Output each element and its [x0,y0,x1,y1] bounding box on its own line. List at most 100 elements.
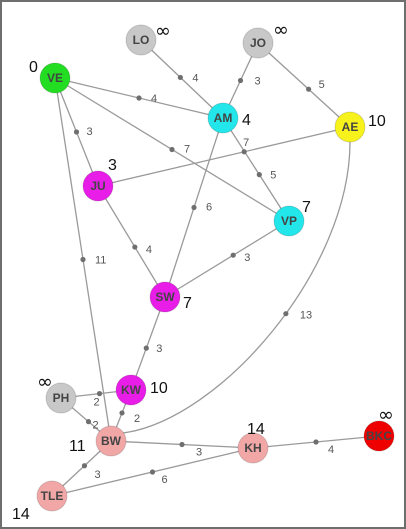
edge-line [122,141,351,434]
node-vp: VP 7 [273,199,311,237]
node-circle [207,102,239,134]
edge-weight-label: 2 [94,397,100,409]
node-circle [36,480,68,512]
node-circle [125,24,157,56]
node-distance-label: ∞ [273,19,289,41]
edge-weight-label: 6 [206,202,212,214]
node-ae: AE 10 [334,111,386,143]
node-kw: KW 10 [115,374,168,406]
edge-lo-am: 4 [140,39,224,119]
edge-weight-label: 4 [151,93,157,105]
edge-midpoint-dot [230,252,236,258]
edge-ve-am: 4 [54,77,224,119]
edge-ju-ae: 7 [97,126,351,187]
edge-midpoint-dot [85,419,92,425]
edge-ve-bw: 11 [54,77,112,442]
node-distance-label: 10 [150,380,168,397]
edge-midpoint-dot [237,77,244,84]
node-kh: KH 14 [237,421,269,464]
edge-weight-label: 5 [319,79,325,91]
edge-midpoint-dot [241,149,247,155]
edge-ve-vp: 7 [54,77,290,222]
edge-line [257,42,351,128]
node-distance-label: 14 [12,506,30,523]
node-label: PH [53,391,70,405]
edge-weight-label: 5 [270,170,276,182]
edge-midpoint-dot [143,345,149,351]
node-distance-label: 3 [108,157,117,174]
edge-midpoint-dot [73,129,80,135]
edge-midpoint-dot [179,441,185,448]
node-bkc: BKC ∞ [363,404,395,452]
node-distance-label: 14 [247,421,265,438]
node-circle [82,170,114,202]
edge-ae-bw: 13 [122,141,351,434]
node-label: BKC [366,429,392,443]
edge-line [97,185,166,298]
edge-am-sw: 6 [164,117,224,298]
node-distance-label: 11 [69,438,86,455]
edge-weight-label: 3 [87,126,93,138]
edge-midpoint-dot [169,146,175,153]
edge-weight-label: 4 [146,244,152,256]
edge-am-vp: 5 [222,117,290,222]
edge-weight-label: 6 [162,474,168,486]
edge-tle-kh: 6 [51,447,254,497]
edge-weight-label: 3 [255,76,261,88]
node-distance-label: 4 [242,112,251,129]
node-label: BW [101,434,122,448]
edge-weight-label: 3 [156,343,162,355]
edge-midpoint-dot [283,311,289,317]
edge-midpoint-dot [136,95,142,101]
node-label: VE [47,71,63,85]
edge-midpoint-dot [96,391,103,397]
edge-ve-ju: 3 [54,77,99,187]
node-circle [363,420,395,452]
node-ph: PH∞ [37,371,77,414]
node-circle [273,205,305,237]
node-label: KH [244,441,261,455]
node-ve: VE 0 [29,59,71,94]
node-circle [149,281,181,313]
edge-weight-label: 3 [196,447,202,459]
node-bw: BW 11 [69,425,127,457]
node-sw: SW 7 [149,281,192,313]
node-label: AE [342,120,359,134]
edge-midpoint-dot [306,86,312,92]
node-distance-label: ∞ [155,20,171,42]
edge-ju-sw: 4 [97,185,166,298]
edge-weight-label: 4 [328,444,334,456]
edge-midpoint-dot [81,463,88,469]
node-label: JO [250,36,266,50]
node-label: SW [155,290,175,304]
node-ju: JU3 [82,157,117,202]
edge-midpoint-dot [80,256,86,263]
edge-line [222,117,290,222]
node-distance-label: ∞ [37,371,53,393]
node-label: AM [214,111,233,125]
edge-line [164,220,290,298]
edge-line [130,296,166,391]
edge-kh-bkc: 4 [252,435,380,456]
edge-midpoint-dot [132,244,138,250]
node-circle [95,425,127,457]
edge-weight-label: 4 [192,72,198,84]
node-distance-label: 0 [29,59,38,76]
node-distance-label: 7 [183,295,192,312]
node-tle: TLE 14 [12,480,68,523]
node-lo: LO ∞ [125,20,171,56]
edge-weight-label: 7 [243,137,249,149]
edge-vp-sw: 3 [164,220,290,298]
node-distance-label: 7 [302,199,311,216]
node-label: JU [90,179,105,193]
edge-weight-label: 13 [300,310,312,322]
edge-weight-label: 2 [134,413,140,425]
node-circle [237,432,269,464]
node-label: TLE [41,489,64,503]
edge-midpoint-dot [119,410,125,416]
node-circle [334,111,366,143]
node-label: KW [121,383,142,397]
edge-weight-label: 3 [244,252,250,264]
edge-bw-kh: 3 [110,440,254,459]
